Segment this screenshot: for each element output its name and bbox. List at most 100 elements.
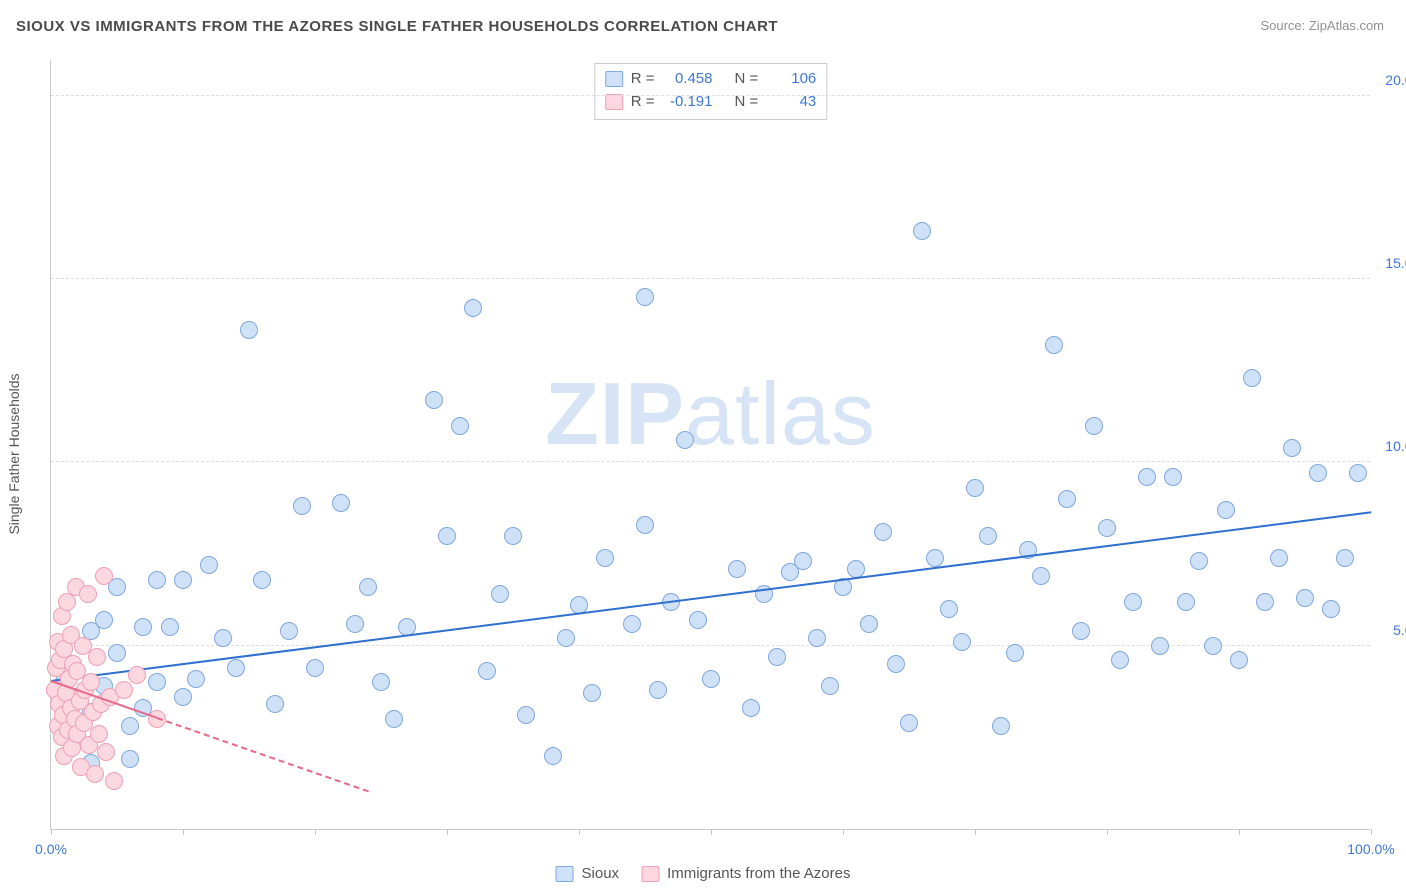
data-point (1151, 637, 1169, 655)
data-point (1177, 593, 1195, 611)
stats-row: R =0.458N =106 (605, 67, 817, 90)
data-point (90, 725, 108, 743)
data-point (742, 699, 760, 717)
x-tick (711, 829, 712, 835)
legend-swatch (641, 866, 659, 882)
data-point (768, 648, 786, 666)
x-tick (1371, 829, 1372, 835)
data-point (676, 431, 694, 449)
data-point (1032, 567, 1050, 585)
data-point (583, 684, 601, 702)
data-point (79, 585, 97, 603)
data-point (966, 479, 984, 497)
data-point (636, 516, 654, 534)
data-point (293, 497, 311, 515)
data-point (108, 644, 126, 662)
x-tick (315, 829, 316, 835)
data-point (214, 629, 232, 647)
data-point (1230, 651, 1248, 669)
data-point (1296, 589, 1314, 607)
data-point (451, 417, 469, 435)
data-point (1256, 593, 1274, 611)
data-point (887, 655, 905, 673)
data-point (174, 688, 192, 706)
data-point (1204, 637, 1222, 655)
chart-title: SIOUX VS IMMIGRANTS FROM THE AZORES SING… (16, 18, 778, 35)
x-tick (1239, 829, 1240, 835)
data-point (1124, 593, 1142, 611)
data-point (913, 222, 931, 240)
data-point (121, 750, 139, 768)
legend-swatch (556, 866, 574, 882)
legend-swatch (605, 94, 623, 110)
legend-item: Immigrants from the Azores (641, 865, 850, 882)
stat-label-n: N = (735, 67, 759, 90)
data-point (544, 747, 562, 765)
data-point (504, 527, 522, 545)
data-point (1098, 519, 1116, 537)
data-point (105, 772, 123, 790)
y-axis-label: Single Father Households (6, 373, 22, 534)
y-tick-label: 20.0% (1385, 72, 1406, 88)
data-point (847, 560, 865, 578)
data-point (1309, 464, 1327, 482)
data-point (97, 743, 115, 761)
data-point (794, 552, 812, 570)
data-point (1349, 464, 1367, 482)
data-point (148, 571, 166, 589)
scatter-chart: ZIPatlas R =0.458N =106R =-0.191N =43 5.… (50, 60, 1370, 830)
data-point (636, 288, 654, 306)
data-point (161, 618, 179, 636)
data-point (1283, 439, 1301, 457)
data-point (128, 666, 146, 684)
x-tick (183, 829, 184, 835)
data-point (1085, 417, 1103, 435)
data-point (174, 571, 192, 589)
data-point (1336, 549, 1354, 567)
data-point (728, 560, 746, 578)
data-point (200, 556, 218, 574)
x-tick (975, 829, 976, 835)
data-point (992, 717, 1010, 735)
data-point (1006, 644, 1024, 662)
x-tick (1107, 829, 1108, 835)
data-point (596, 549, 614, 567)
data-point (88, 648, 106, 666)
x-tick (579, 829, 580, 835)
data-point (86, 765, 104, 783)
data-point (900, 714, 918, 732)
data-point (491, 585, 509, 603)
data-point (266, 695, 284, 713)
data-point (1322, 600, 1340, 618)
watermark: ZIPatlas (545, 363, 876, 465)
data-point (280, 622, 298, 640)
data-point (227, 659, 245, 677)
data-point (1072, 622, 1090, 640)
stat-label-r: R = (631, 67, 655, 90)
data-point (926, 549, 944, 567)
legend-item: Sioux (556, 865, 620, 882)
legend-label: Immigrants from the Azores (667, 865, 850, 882)
data-point (332, 494, 350, 512)
gridline (51, 461, 1370, 462)
gridline (51, 645, 1370, 646)
data-point (1045, 336, 1063, 354)
data-point (148, 673, 166, 691)
legend-swatch (605, 71, 623, 87)
correlation-stats-box: R =0.458N =106R =-0.191N =43 (594, 63, 828, 120)
gridline (51, 278, 1370, 279)
data-point (557, 629, 575, 647)
y-tick-label: 5.0% (1393, 622, 1406, 638)
data-point (1190, 552, 1208, 570)
data-point (860, 615, 878, 633)
x-tick-label: 100.0% (1347, 841, 1394, 857)
data-point (808, 629, 826, 647)
data-point (121, 717, 139, 735)
data-point (1270, 549, 1288, 567)
data-point (953, 633, 971, 651)
x-tick (843, 829, 844, 835)
data-point (1138, 468, 1156, 486)
y-tick-label: 15.0% (1385, 255, 1406, 271)
x-tick (447, 829, 448, 835)
data-point (1058, 490, 1076, 508)
